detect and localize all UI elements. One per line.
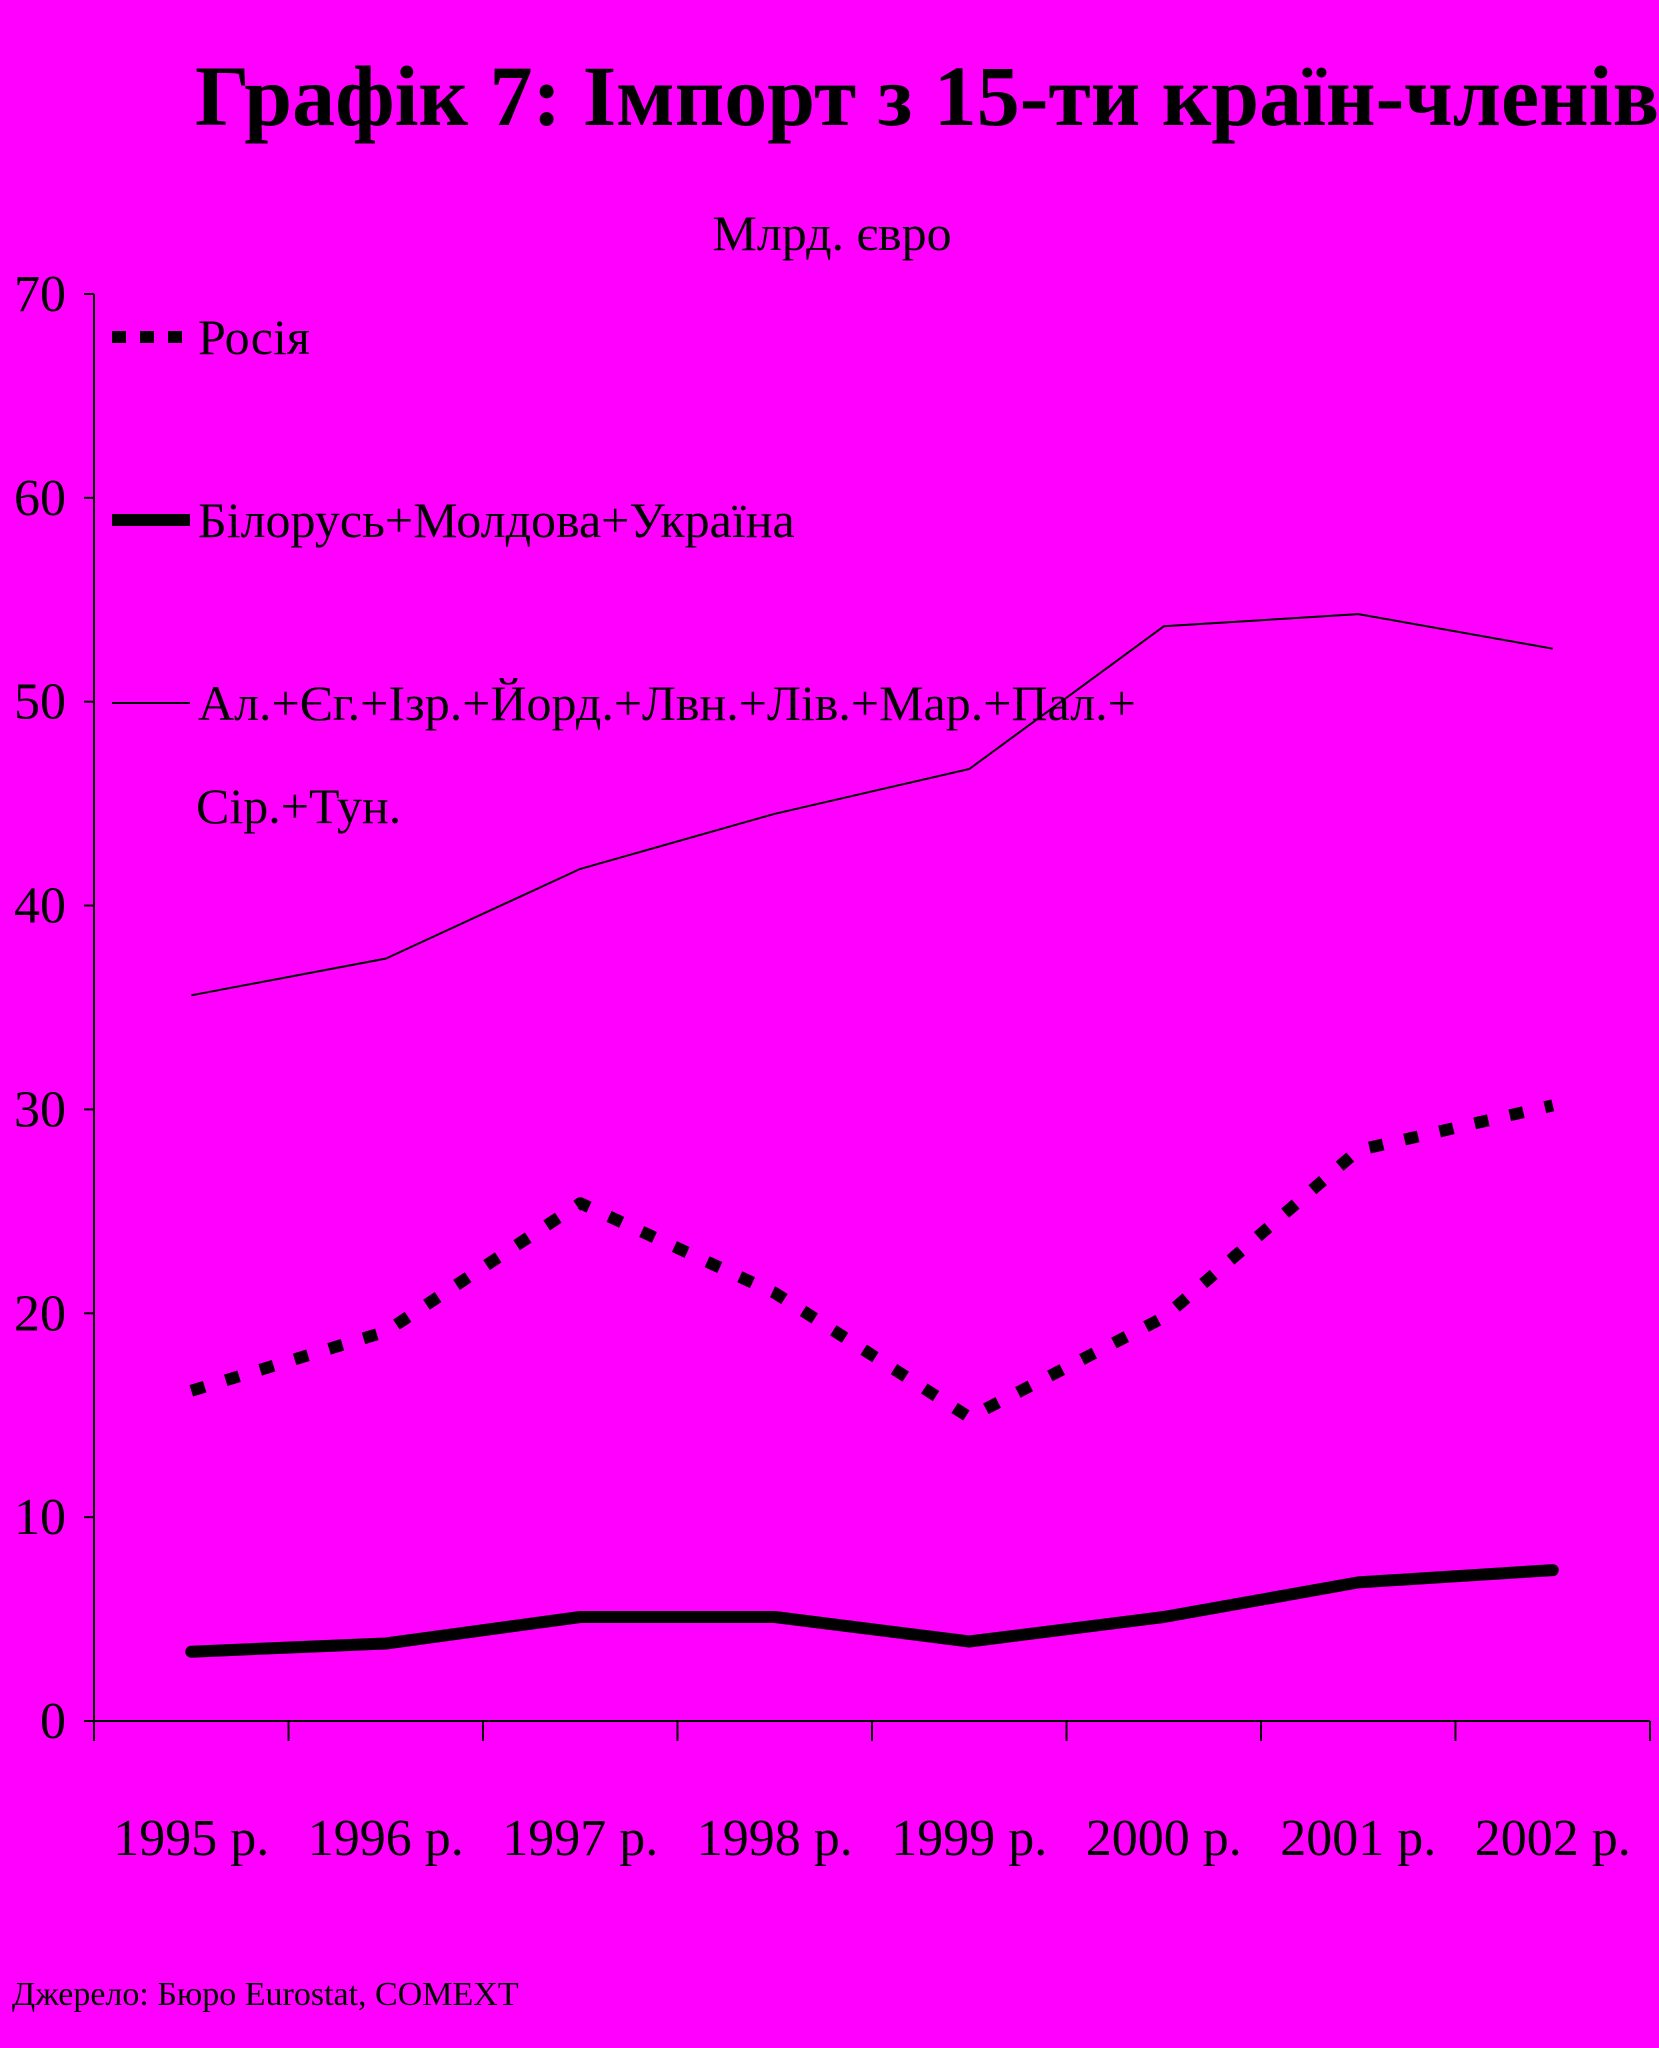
y-axis-ticks: 0 10 20 30 40 50 60 70 xyxy=(14,266,94,1750)
x-tick-label: 2000 р. xyxy=(1086,1810,1242,1867)
x-axis-ticks: 1995 р. 1996 р. 1997 р. 1998 р. 1999 р. 2000 … xyxy=(93,1721,1651,1867)
series-layer xyxy=(185,613,1559,1658)
y-tick-label: 10 xyxy=(14,1489,66,1546)
y-tick-label: 0 xyxy=(40,1693,66,1750)
x-tick-label: 1999 р. xyxy=(891,1810,1047,1867)
x-tick-label: 2002 р. xyxy=(1475,1810,1631,1867)
x-tick-label: 1995 р. xyxy=(113,1810,269,1867)
x-tick-label: 1996 р. xyxy=(308,1810,464,1867)
legend: Росія Білорусь+Молдова+Україна Ал.+Єг.+Ізр… xyxy=(112,309,1136,834)
legend-label-3: Сір.+Тун. xyxy=(196,778,401,834)
series-line-2 xyxy=(185,1564,1559,1658)
legend-label-1: Росія xyxy=(198,309,310,365)
y-tick-label: 20 xyxy=(14,1285,66,1342)
y-tick-label: 70 xyxy=(14,266,66,323)
x-tick-label: 1998 р. xyxy=(697,1810,853,1867)
x-tick-label: 1997 р. xyxy=(502,1810,658,1867)
y-tick-label: 40 xyxy=(14,878,66,935)
legend-label-2: Білорусь+Молдова+Україна xyxy=(198,492,795,548)
series-line-1 xyxy=(189,1099,1555,1424)
y-tick-label: 50 xyxy=(14,674,66,731)
y-tick-label: 60 xyxy=(14,470,66,527)
x-tick-label: 2001 р. xyxy=(1280,1810,1436,1867)
chart-title: Графік 7: Імпорт з 15-ти країн-членів ЄС xyxy=(195,48,1659,144)
legend-label-3: Ал.+Єг.+Ізр.+Йорд.+Лвн.+Лів.+Мар.+Пал.+ xyxy=(198,675,1136,731)
chart-unit-label: Млрд. євро xyxy=(712,205,951,261)
source-note: Джерело: Бюро Eurostat, COMEXT xyxy=(12,1976,519,2013)
y-tick-label: 30 xyxy=(14,1081,66,1138)
series-line-3 xyxy=(191,613,1553,997)
